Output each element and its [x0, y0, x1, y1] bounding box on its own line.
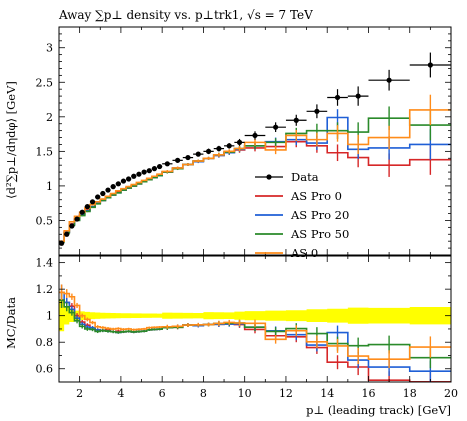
main-frame: [58, 26, 452, 256]
data-point: [59, 240, 65, 246]
legend-entry: AS Pro 50: [255, 227, 349, 241]
data-point: [151, 166, 158, 172]
ratio-y-tick-label: 1.2: [36, 283, 54, 296]
data-point: [110, 184, 116, 190]
x-tick-label: 20: [444, 387, 458, 400]
data-point: [252, 132, 258, 139]
legend-entry: AS 0: [255, 246, 318, 260]
x-tick-label: 8: [200, 387, 207, 400]
x-tick-label: 4: [117, 387, 124, 400]
data-point: [216, 146, 222, 152]
data-point: [205, 148, 212, 154]
data-point: [314, 108, 320, 114]
x-tick-label: 2: [76, 387, 83, 400]
series-0-ratio: [59, 292, 451, 382]
data-point: [386, 77, 392, 83]
data-point: [427, 62, 433, 68]
data-point: [126, 176, 132, 182]
data-point: [141, 169, 147, 175]
x-tick-label: 6: [159, 387, 166, 400]
data-point: [146, 168, 152, 174]
legend-label: AS Pro 0: [290, 189, 342, 203]
data-point: [293, 117, 299, 123]
y-tick-label: 0.5: [36, 214, 54, 227]
ratio-y-tick-label: 1: [46, 310, 53, 323]
series-0-main: [59, 136, 451, 243]
data-point: [64, 231, 70, 237]
ratio-y-tick-label: 0.8: [36, 336, 54, 349]
data-point: [334, 94, 341, 101]
data-point: [89, 199, 96, 205]
legend-label: AS Pro 50: [290, 227, 349, 241]
ratio-frame: [58, 255, 452, 383]
data-point: [175, 157, 181, 163]
series-2-main: [59, 106, 451, 243]
x-tick-label: 16: [361, 387, 375, 400]
legend-label: Data: [291, 170, 319, 184]
data-point: [120, 178, 127, 184]
data-point: [69, 223, 75, 229]
data-point: [115, 181, 121, 187]
y-tick-label: 2: [46, 111, 53, 124]
y-axis-label-ratio: MC/Data: [4, 297, 18, 349]
x-tick-label: 18: [403, 387, 417, 400]
data-point: [131, 173, 137, 179]
legend-marker: [266, 174, 272, 180]
x-tick-label: 12: [279, 387, 293, 400]
data-point: [156, 163, 163, 170]
legend-label: AS Pro 20: [290, 208, 349, 222]
ratio-y-tick-label: 1.4: [36, 257, 54, 270]
series-0-histogram: [59, 140, 451, 243]
data-point: [105, 187, 111, 193]
main-plot-panel: 0.5 1 1.5 2 2.5 3: [36, 26, 452, 256]
x-tick-label: 10: [238, 387, 252, 400]
series-3-ratio: [59, 284, 451, 369]
ratio-data-band: [59, 300, 451, 332]
y-tick-label: 3: [46, 42, 53, 55]
series-3-ratio-histogram: [59, 291, 451, 360]
y-tick-label: 1: [46, 180, 53, 193]
legend-label: AS 0: [290, 246, 318, 260]
y-axis-label-top: ⟨d²∑p⊥/dηdφ⟩ [GeV]: [4, 81, 18, 199]
data-point: [164, 161, 170, 167]
y-tick-label: 1.5: [36, 145, 54, 158]
legend: Data AS Pro 0 AS Pro 20 AS Pro 50 AS 0: [255, 170, 349, 260]
data-point: [136, 171, 142, 177]
legend-entry: AS Pro 0: [255, 189, 342, 203]
ratio-y-tick-label: 0.6: [36, 363, 54, 376]
chart-title: Away ∑p⊥ density vs. p⊥trk1, √s = 7 TeV: [58, 8, 313, 22]
data-point: [195, 151, 201, 157]
ratio-plot-panel: 2 4 6 8 10 12 14 16 18 200.60.811.21.4: [36, 27, 458, 400]
data-series: [59, 52, 451, 246]
data-point: [100, 190, 106, 197]
x-axis-label: p⊥ (leading track) [GeV]: [306, 403, 451, 417]
series-3-histogram: [59, 109, 451, 242]
legend-entry: Data: [255, 170, 319, 184]
y-tick-label: 2.5: [36, 76, 54, 89]
data-point: [95, 194, 101, 200]
data-point: [79, 209, 85, 215]
data-point: [74, 216, 80, 222]
data-point: [273, 124, 279, 130]
data-point: [226, 143, 232, 149]
data-point: [84, 204, 90, 210]
series-3-main: [59, 94, 451, 242]
data-point: [236, 139, 243, 145]
data-point: [355, 93, 361, 99]
x-tick-label: 14: [320, 387, 334, 400]
legend-entry: AS Pro 20: [255, 208, 349, 222]
data-point: [185, 154, 191, 161]
series-1-main: [59, 109, 451, 242]
